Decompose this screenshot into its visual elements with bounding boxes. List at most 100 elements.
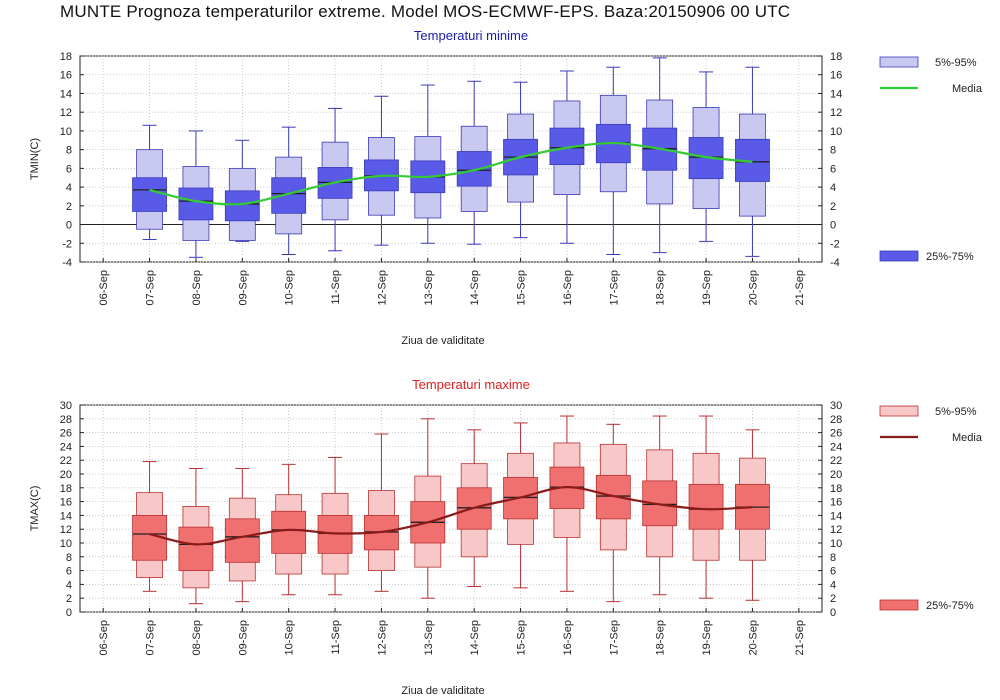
tmax-ytick-label-right: 8: [830, 552, 836, 564]
tmin-ytick-label-left: 14: [60, 88, 72, 100]
chart-main-title: MUNTE Prognoza temperaturilor extreme. M…: [60, 2, 791, 21]
tmin-xtick-label: 14-Sep: [469, 270, 481, 305]
tmax-ytick-label-right: 6: [830, 566, 836, 578]
tmax-legend-swatch-25-75: [879, 599, 919, 611]
tmax-median-line: [149, 486, 753, 546]
tmax-xtick-label: 19-Sep: [701, 620, 713, 655]
tmin-legend-label-median: Media: [952, 83, 983, 95]
tmin-ytick-label-left: 8: [66, 145, 72, 157]
tmax-xtick-label: 13-Sep: [423, 620, 435, 655]
tmin-xtick-label: 09-Sep: [237, 270, 249, 305]
tmin-legend-label-25-75: 25%-75%: [926, 251, 974, 263]
tmin-ytick-label-right: -2: [830, 238, 840, 250]
tmax-ytick-label-left: 14: [60, 510, 72, 522]
tmin-xtick-label: 07-Sep: [145, 270, 157, 305]
tmax-box-25-75: [456, 487, 492, 530]
tmax-ytick-label-left: 12: [60, 524, 72, 536]
tmax-xtick-label: 11-Sep: [330, 620, 342, 655]
tmin-xtick-label: 16-Sep: [562, 270, 574, 305]
tmax-ytick-label-left: 6: [66, 566, 72, 578]
tmax-ytick-label-left: 28: [60, 414, 72, 426]
tmin-xtick-label: 18-Sep: [655, 270, 667, 305]
tmin-ytick-label-left: 0: [66, 220, 72, 232]
tmax-xtick-label: 07-Sep: [145, 620, 157, 655]
tmax-ytick-label-right: 22: [830, 455, 842, 467]
tmax-box-25-75: [224, 518, 260, 563]
tmax-xtick-label: 20-Sep: [747, 620, 759, 655]
tmin-median-line: [149, 141, 753, 206]
tmin-subtitle: Temperaturi minime: [414, 28, 528, 43]
tmax-xtick-label: 16-Sep: [562, 620, 574, 655]
tmin-legend-swatch-25-75: [879, 250, 919, 262]
tmin-ytick-label-right: 10: [830, 126, 842, 138]
tmax-ytick-label-right: 28: [830, 414, 842, 426]
tmin-ytick-label-left: 2: [66, 201, 72, 213]
tmax-ytick-label-right: 26: [830, 428, 842, 440]
tmin-xtick-label: 06-Sep: [98, 270, 110, 305]
tmax-xtick-label: 14-Sep: [469, 620, 481, 655]
tmin-ytick-label-left: 4: [66, 182, 72, 194]
tmin-xtick-label: 17-Sep: [608, 270, 620, 305]
tmax-ytick-label-left: 0: [66, 607, 72, 619]
tmin-box-25-75: [132, 177, 167, 212]
tmax-ytick-label-right: 4: [830, 579, 836, 591]
tmin-xtick-label: 20-Sep: [747, 270, 759, 305]
tmax-xtick-label: 17-Sep: [608, 620, 620, 655]
tmin-xtick-label: 19-Sep: [701, 270, 713, 305]
tmax-xtick-label: 09-Sep: [237, 620, 249, 655]
tmax-xtick-label: 12-Sep: [376, 620, 388, 655]
tmax-ylabel: TMAX(C): [29, 486, 41, 532]
tmax-ytick-label-left: 18: [60, 483, 72, 495]
tmax-ytick-label-left: 2: [66, 593, 72, 605]
tmin-ytick-label-right: -4: [830, 257, 840, 269]
tmin-legend-label-5-95: 5%-95%: [935, 57, 977, 69]
tmax-xtick-label: 08-Sep: [191, 620, 203, 655]
tmin-ytick-label-left: 6: [66, 163, 72, 175]
tmin-ytick-label-left: 12: [60, 107, 72, 119]
tmin-ytick-label-right: 12: [830, 107, 842, 119]
tmax-ytick-label-right: 10: [830, 538, 842, 550]
tmin-xtick-label: 21-Sep: [794, 270, 806, 305]
tmin-box-25-75: [456, 151, 492, 187]
tmax-ytick-label-right: 16: [830, 497, 842, 509]
tmin-xtick-label: 15-Sep: [516, 270, 528, 305]
tmax-xtick-label: 21-Sep: [794, 620, 806, 655]
tmin-ytick-label-left: -4: [62, 257, 72, 269]
tmin-ylabel: TMIN(C): [29, 138, 41, 180]
tmax-legend-label-25-75: 25%-75%: [926, 600, 974, 612]
tmax-ytick-label-left: 24: [60, 441, 72, 453]
tmax-legend-label-median: Media: [952, 432, 983, 444]
tmax-ytick-label-left: 26: [60, 428, 72, 440]
tmin-ytick-label-right: 4: [830, 182, 836, 194]
tmin-legend-swatch-5-95: [879, 56, 919, 68]
tmax-xlabel: Ziua de validitate: [401, 685, 484, 697]
tmin-xtick-label: 11-Sep: [330, 270, 342, 305]
tmax-xtick-label: 18-Sep: [655, 620, 667, 655]
tmin-xtick-label: 08-Sep: [191, 270, 203, 305]
tmin-box-25-75: [178, 187, 214, 221]
tmin-ytick-label-right: 16: [830, 70, 842, 82]
tmax-subtitle: Temperaturi maxime: [412, 377, 530, 392]
tmax-ytick-label-left: 8: [66, 552, 72, 564]
tmax-ytick-label-left: 30: [60, 400, 72, 412]
tmin-box-25-75: [271, 177, 307, 214]
tmax-legend-swatch-5-95: [879, 405, 919, 417]
tmax-ytick-label-right: 20: [830, 469, 842, 481]
tmin-ytick-label-right: 8: [830, 145, 836, 157]
tmin-box-25-75: [224, 190, 260, 222]
tmin-ytick-label-right: 2: [830, 201, 836, 213]
tmin-xtick-label: 12-Sep: [376, 270, 388, 305]
tmin-ytick-label-right: 14: [830, 88, 842, 100]
tmin-ytick-label-left: 18: [60, 51, 72, 63]
tmax-ytick-label-right: 12: [830, 524, 842, 536]
tmin-ytick-label-right: 0: [830, 220, 836, 232]
tmin-ytick-label-right: 6: [830, 163, 836, 175]
tmax-ytick-label-left: 20: [60, 469, 72, 481]
tmin-xtick-label: 10-Sep: [284, 270, 296, 305]
tmax-ytick-label-left: 4: [66, 579, 72, 591]
tmax-xtick-label: 15-Sep: [516, 620, 528, 655]
tmax-box-25-75: [271, 510, 307, 554]
tmax-ytick-label-right: 2: [830, 593, 836, 605]
